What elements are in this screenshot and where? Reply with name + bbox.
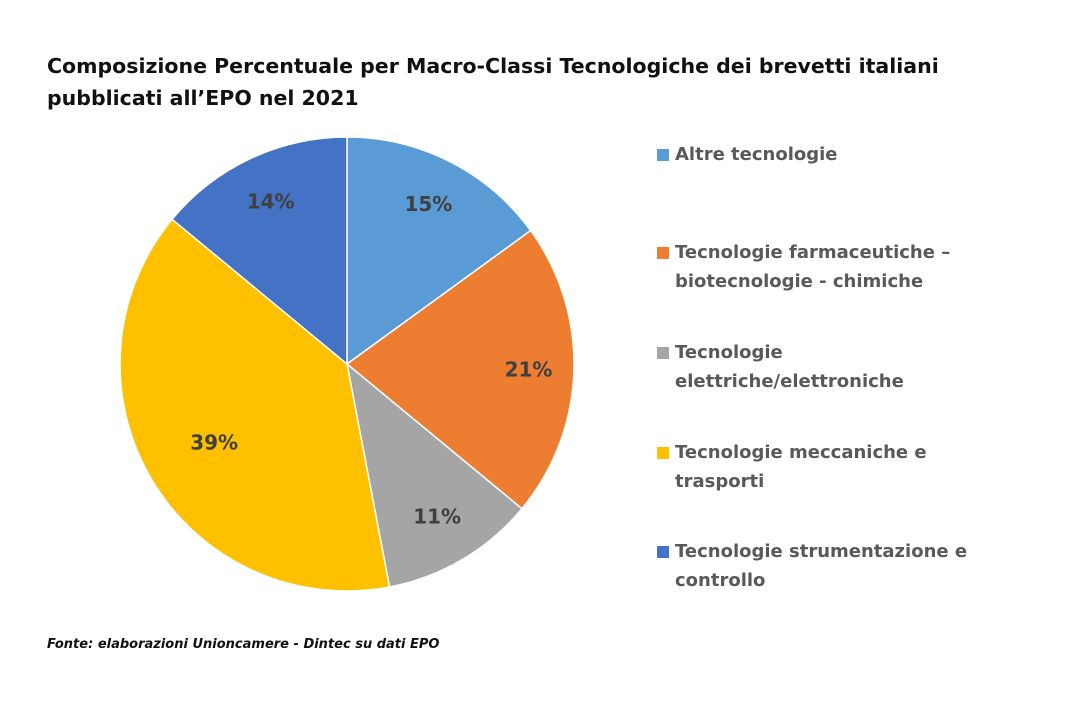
pie-slice-farmaceutiche — [345, 229, 575, 510]
data-label-altre-tecnologie: 15% — [404, 192, 452, 216]
legend-label: Tecnologie meccaniche e trasporti — [675, 442, 927, 492]
legend-swatch — [657, 149, 669, 161]
chart-title: Composizione Percentuale per Macro-Class… — [47, 54, 939, 110]
legend-item-meccaniche-trasporti: Tecnologie meccaniche e trasporti — [657, 438, 1005, 496]
legend-item-farmaceutiche: Tecnologie farmaceutiche – biotecnologie… — [657, 238, 1005, 296]
legend-label: Tecnologie elettriche/elettroniche — [675, 342, 904, 392]
legend-swatch — [657, 546, 669, 558]
data-label-strumentazione-controllo: 14% — [247, 190, 295, 214]
pie-slice-meccaniche-trasporti — [119, 218, 391, 592]
legend-swatch — [657, 347, 669, 359]
source-note: Fonte: elaborazioni Unioncamere - Dintec… — [47, 637, 440, 652]
pie-slice-strumentazione-controllo — [171, 136, 348, 366]
legend-label: Altre tecnologie — [675, 144, 838, 165]
pie-slice-altre-tecnologie — [346, 136, 532, 366]
legend-label: Tecnologie strumentazione e controllo — [675, 541, 968, 591]
legend-swatch — [657, 447, 669, 459]
legend-item-altre-tecnologie: Altre tecnologie — [657, 140, 1005, 169]
legend-item-elettriche-elettroniche: Tecnologie elettriche/elettroniche — [657, 338, 1005, 396]
legend-swatch — [657, 247, 669, 259]
pie-slice-elettriche-elettroniche — [345, 362, 523, 588]
data-label-meccaniche-trasporti: 39% — [190, 431, 238, 455]
data-label-elettriche-elettroniche: 11% — [413, 504, 461, 528]
data-label-farmaceutiche: 21% — [505, 358, 553, 382]
legend-item-strumentazione-controllo: Tecnologie strumentazione e controllo — [657, 537, 1005, 595]
legend-label: Tecnologie farmaceutiche – biotecnologie… — [675, 242, 951, 292]
